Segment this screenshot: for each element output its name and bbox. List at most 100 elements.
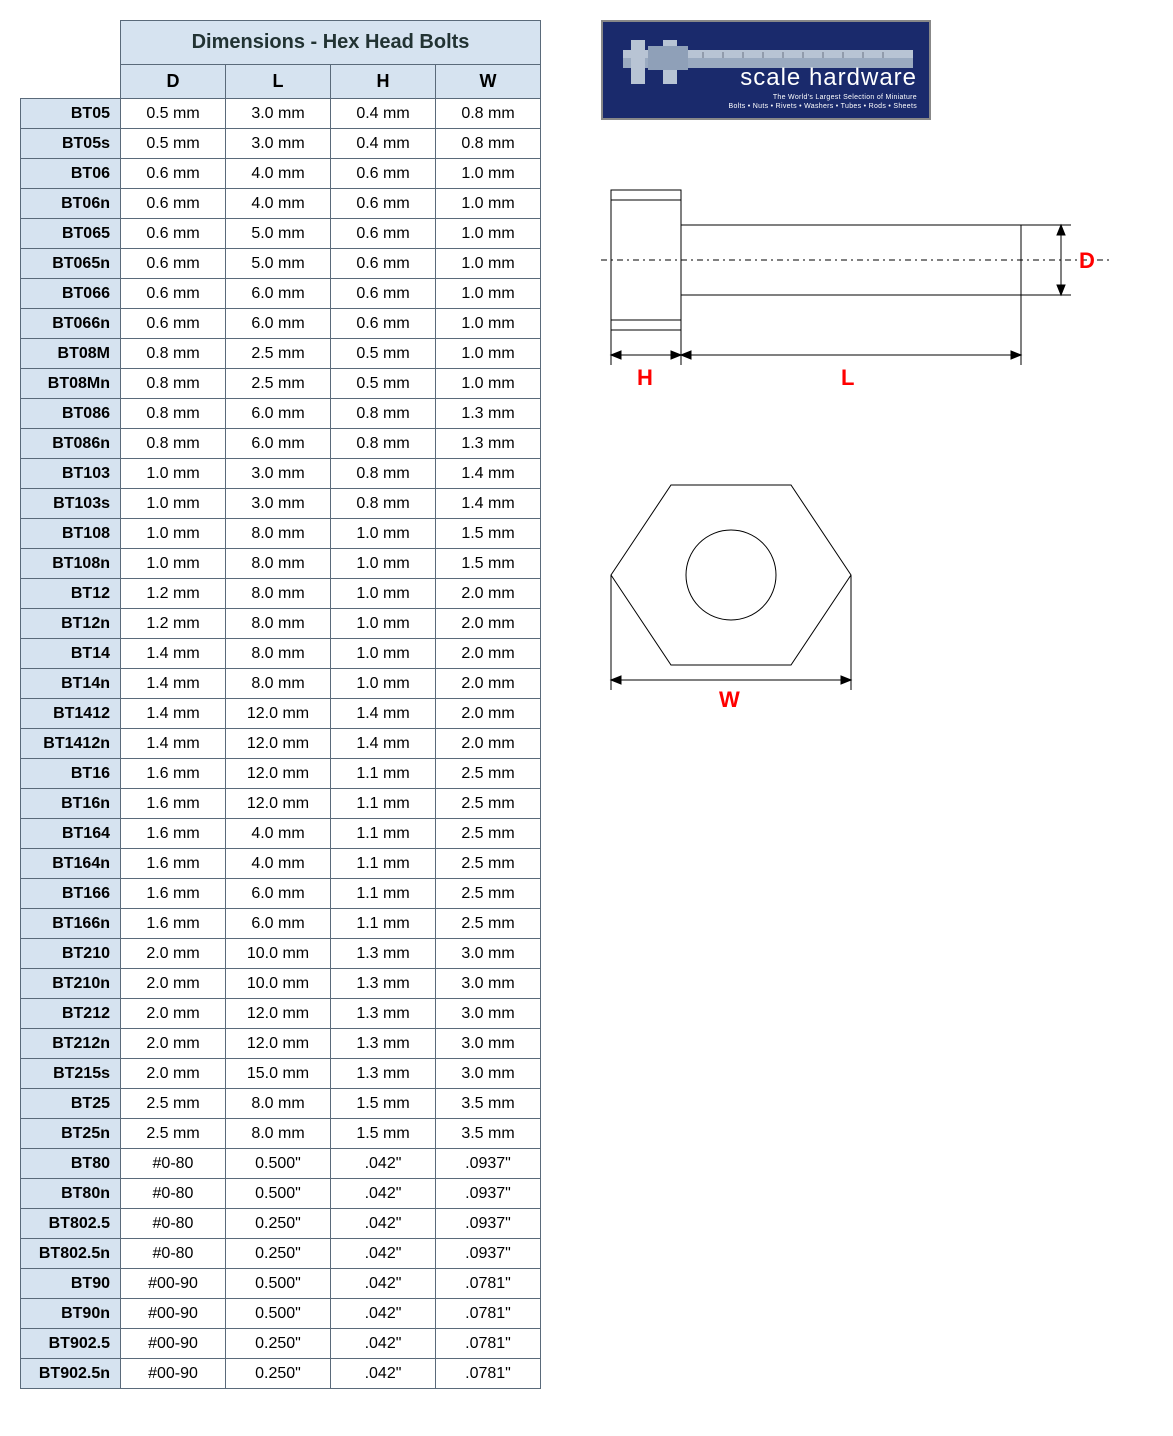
cell-w: 2.5 mm [436, 879, 541, 909]
cell-h: 1.1 mm [331, 909, 436, 939]
cell-d: 1.2 mm [121, 579, 226, 609]
table-row: BT066n0.6 mm6.0 mm0.6 mm1.0 mm [21, 309, 541, 339]
table-row: BT902.5n#00-900.250".042".0781" [21, 1359, 541, 1389]
cell-h: 1.0 mm [331, 519, 436, 549]
cell-h: 1.0 mm [331, 579, 436, 609]
table-row: BT06n0.6 mm4.0 mm0.6 mm1.0 mm [21, 189, 541, 219]
cell-d: 2.5 mm [121, 1119, 226, 1149]
cell-l: 0.250" [226, 1329, 331, 1359]
table-row: BT14121.4 mm12.0 mm1.4 mm2.0 mm [21, 699, 541, 729]
cell-l: 8.0 mm [226, 1089, 331, 1119]
cell-w: 3.5 mm [436, 1089, 541, 1119]
cell-w: 1.0 mm [436, 159, 541, 189]
row-id: BT212n [21, 1029, 121, 1059]
bolt-top-diagram: W [601, 455, 1121, 720]
cell-d: 1.0 mm [121, 489, 226, 519]
cell-d: 1.4 mm [121, 699, 226, 729]
row-id: BT05s [21, 129, 121, 159]
table-row: BT802.5n#0-800.250".042".0937" [21, 1239, 541, 1269]
blank-corner [21, 21, 121, 65]
cell-h: 0.6 mm [331, 309, 436, 339]
cell-w: 1.0 mm [436, 339, 541, 369]
row-id: BT802.5 [21, 1209, 121, 1239]
cell-l: 12.0 mm [226, 789, 331, 819]
cell-d: 2.0 mm [121, 939, 226, 969]
table-row: BT80#0-800.500".042".0937" [21, 1149, 541, 1179]
cell-d: 1.6 mm [121, 789, 226, 819]
cell-l: 2.5 mm [226, 339, 331, 369]
cell-h: 1.0 mm [331, 609, 436, 639]
cell-l: 8.0 mm [226, 669, 331, 699]
row-id: BT065n [21, 249, 121, 279]
table-row: BT0650.6 mm5.0 mm0.6 mm1.0 mm [21, 219, 541, 249]
cell-l: 12.0 mm [226, 699, 331, 729]
table-row: BT060.6 mm4.0 mm0.6 mm1.0 mm [21, 159, 541, 189]
cell-w: 2.5 mm [436, 819, 541, 849]
table-row: BT166n1.6 mm6.0 mm1.1 mm2.5 mm [21, 909, 541, 939]
label-h: H [637, 365, 653, 390]
table-row: BT08Mn0.8 mm2.5 mm0.5 mm1.0 mm [21, 369, 541, 399]
row-id: BT25n [21, 1119, 121, 1149]
table-row: BT164n1.6 mm4.0 mm1.1 mm2.5 mm [21, 849, 541, 879]
row-id: BT16 [21, 759, 121, 789]
cell-d: 1.2 mm [121, 609, 226, 639]
cell-w: 2.0 mm [436, 729, 541, 759]
table-row: BT1661.6 mm6.0 mm1.1 mm2.5 mm [21, 879, 541, 909]
table-row: BT25n2.5 mm8.0 mm1.5 mm3.5 mm [21, 1119, 541, 1149]
cell-h: 1.4 mm [331, 729, 436, 759]
cell-d: #00-90 [121, 1359, 226, 1389]
cell-w: 1.0 mm [436, 189, 541, 219]
cell-h: 0.8 mm [331, 459, 436, 489]
table-row: BT161.6 mm12.0 mm1.1 mm2.5 mm [21, 759, 541, 789]
cell-l: 6.0 mm [226, 879, 331, 909]
table-row: BT902.5#00-900.250".042".0781" [21, 1329, 541, 1359]
cell-h: 1.1 mm [331, 849, 436, 879]
cell-l: 6.0 mm [226, 429, 331, 459]
row-id: BT08M [21, 339, 121, 369]
table-row: BT141.4 mm8.0 mm1.0 mm2.0 mm [21, 639, 541, 669]
cell-w: 3.0 mm [436, 1029, 541, 1059]
cell-l: 12.0 mm [226, 999, 331, 1029]
cell-l: 12.0 mm [226, 1029, 331, 1059]
cell-w: 1.5 mm [436, 519, 541, 549]
logo-brand-text: scale hardware [728, 64, 917, 92]
cell-d: 1.0 mm [121, 549, 226, 579]
cell-h: 1.1 mm [331, 879, 436, 909]
cell-d: 0.5 mm [121, 99, 226, 129]
cell-h: 1.0 mm [331, 639, 436, 669]
cell-l: 8.0 mm [226, 579, 331, 609]
cell-h: 0.6 mm [331, 249, 436, 279]
table-row: BT121.2 mm8.0 mm1.0 mm2.0 mm [21, 579, 541, 609]
cell-d: 1.6 mm [121, 819, 226, 849]
row-id: BT215s [21, 1059, 121, 1089]
cell-d: 0.8 mm [121, 369, 226, 399]
cell-d: #00-90 [121, 1329, 226, 1359]
cell-d: 1.4 mm [121, 639, 226, 669]
cell-d: 0.6 mm [121, 279, 226, 309]
cell-w: 3.0 mm [436, 939, 541, 969]
row-id: BT210n [21, 969, 121, 999]
col-head-l: L [226, 65, 331, 99]
cell-l: 0.500" [226, 1269, 331, 1299]
cell-d: 0.8 mm [121, 429, 226, 459]
cell-w: .0937" [436, 1239, 541, 1269]
row-id: BT066n [21, 309, 121, 339]
cell-l: 3.0 mm [226, 99, 331, 129]
row-id: BT25 [21, 1089, 121, 1119]
row-id: BT80 [21, 1149, 121, 1179]
cell-d: #00-90 [121, 1299, 226, 1329]
cell-l: 3.0 mm [226, 129, 331, 159]
cell-w: 1.3 mm [436, 399, 541, 429]
cell-d: #0-80 [121, 1239, 226, 1269]
cell-l: 5.0 mm [226, 249, 331, 279]
cell-d: #0-80 [121, 1149, 226, 1179]
cell-h: 0.5 mm [331, 369, 436, 399]
cell-h: .042" [331, 1329, 436, 1359]
column-header-row: D L H W [21, 65, 541, 99]
cell-w: 0.8 mm [436, 129, 541, 159]
cell-w: 0.8 mm [436, 99, 541, 129]
cell-d: 0.8 mm [121, 399, 226, 429]
cell-h: .042" [331, 1269, 436, 1299]
cell-d: 1.6 mm [121, 909, 226, 939]
cell-l: 8.0 mm [226, 519, 331, 549]
